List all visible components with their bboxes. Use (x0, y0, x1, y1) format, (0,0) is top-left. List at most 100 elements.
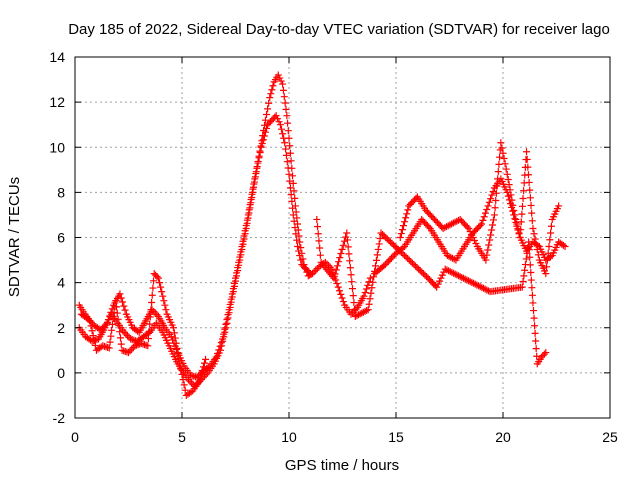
data-point-track-b (295, 247, 303, 255)
data-point-track-d (543, 263, 551, 271)
data-point-track-d (547, 222, 555, 230)
data-point-track-e (109, 314, 117, 322)
data-point-track-c (484, 202, 492, 210)
data-point-track-d (533, 246, 541, 254)
data-point-track-c (450, 255, 458, 263)
data-point-track-f (372, 256, 380, 264)
data-point-track-b (246, 201, 254, 209)
data-point-track-a (284, 127, 292, 135)
data-point-track-d (530, 230, 538, 238)
data-point-track-a (336, 287, 344, 295)
data-point-track-f (407, 258, 415, 266)
data-point-track-d (544, 249, 552, 257)
data-point-track-b (263, 124, 271, 132)
data-point-track-b (280, 134, 288, 142)
data-point-track-c (481, 209, 489, 217)
data-point-track-c (476, 221, 484, 229)
data-point-track-e (156, 279, 164, 287)
data-point-track-d (512, 215, 520, 223)
data-point-track-f (333, 262, 341, 270)
data-point-track-f (483, 286, 491, 294)
data-point-track-b (282, 151, 290, 159)
data-point-track-b (278, 125, 286, 133)
data-point-track-e (90, 337, 98, 345)
data-point-track-f (531, 329, 539, 337)
data-point-track-f (437, 274, 445, 282)
data-point-track-e (171, 334, 179, 342)
data-point-track-d (523, 148, 531, 156)
data-point-track-a (287, 157, 295, 165)
data-point-track-a (279, 86, 287, 94)
data-point-track-f (518, 283, 526, 291)
data-point-track-f (542, 349, 550, 357)
data-point-track-a (366, 274, 374, 282)
data-point-track-f (380, 232, 388, 240)
data-point-track-c (485, 198, 493, 206)
data-point-track-b (100, 323, 108, 331)
data-point-track-a (186, 377, 194, 385)
data-point-track-b (215, 346, 223, 354)
data-point-track-f (423, 273, 431, 281)
data-point-track-f (523, 249, 531, 257)
data-point-track-f (359, 308, 367, 316)
data-point-track-b (297, 256, 305, 264)
data-point-track-f (338, 245, 346, 253)
data-point-track-e (87, 322, 95, 330)
data-point-track-d (508, 196, 516, 204)
data-point-track-f (446, 268, 454, 276)
data-point-track-f (438, 271, 446, 279)
data-point-track-d (482, 256, 490, 264)
data-point-track-b (260, 132, 268, 140)
data-point-track-d (466, 227, 474, 235)
data-point-track-f (351, 306, 359, 314)
data-point-track-d (468, 230, 476, 238)
data-point-track-e (112, 297, 120, 305)
data-point-track-a (289, 172, 297, 180)
data-point-track-c (383, 259, 391, 267)
data-point-track-d (531, 235, 539, 243)
data-point-track-e (176, 360, 184, 368)
data-point-track-e (86, 317, 94, 325)
data-point-track-f (448, 268, 456, 276)
data-point-track-e (115, 321, 123, 329)
data-point-track-f (313, 215, 321, 223)
data-point-track-c (386, 256, 394, 264)
data-point-track-c (425, 223, 433, 231)
data-point-track-b (254, 159, 262, 167)
data-point-track-b (244, 211, 252, 219)
data-point-track-b (212, 353, 220, 361)
data-point-track-e (88, 327, 96, 335)
data-point-track-f (461, 275, 469, 283)
data-point-track-b (255, 154, 263, 162)
data-point-track-f (385, 237, 393, 245)
data-point-track-d (495, 160, 503, 168)
data-point-track-a (286, 149, 294, 157)
data-point-track-b (172, 345, 180, 353)
data-point-track-f (348, 278, 356, 286)
data-point-track-f (391, 243, 399, 251)
data-point-track-f (405, 256, 413, 264)
data-point-track-e (174, 350, 182, 358)
data-point-track-b (305, 268, 313, 276)
data-point-track-d (398, 226, 406, 234)
data-point-track-d (510, 206, 518, 214)
data-point-track-a (263, 111, 271, 119)
data-point-track-f (349, 292, 357, 300)
data-point-track-e (162, 306, 170, 314)
data-point-track-e (197, 370, 205, 378)
data-point-track-b (237, 248, 245, 256)
data-point-track-f (367, 289, 375, 297)
data-point-track-b (193, 373, 201, 381)
data-point-track-d (526, 194, 534, 202)
data-point-track-b (104, 316, 112, 324)
data-point-track-b (219, 335, 227, 343)
data-point-track-d (403, 210, 411, 218)
data-point-track-a (268, 86, 276, 94)
data-point-track-c (509, 207, 517, 215)
data-point-track-d (492, 189, 500, 197)
data-point-track-a (264, 105, 272, 113)
data-point-track-b (234, 264, 242, 272)
data-point-track-d (507, 191, 515, 199)
data-point-track-b (253, 164, 261, 172)
data-point-track-f (540, 350, 548, 358)
